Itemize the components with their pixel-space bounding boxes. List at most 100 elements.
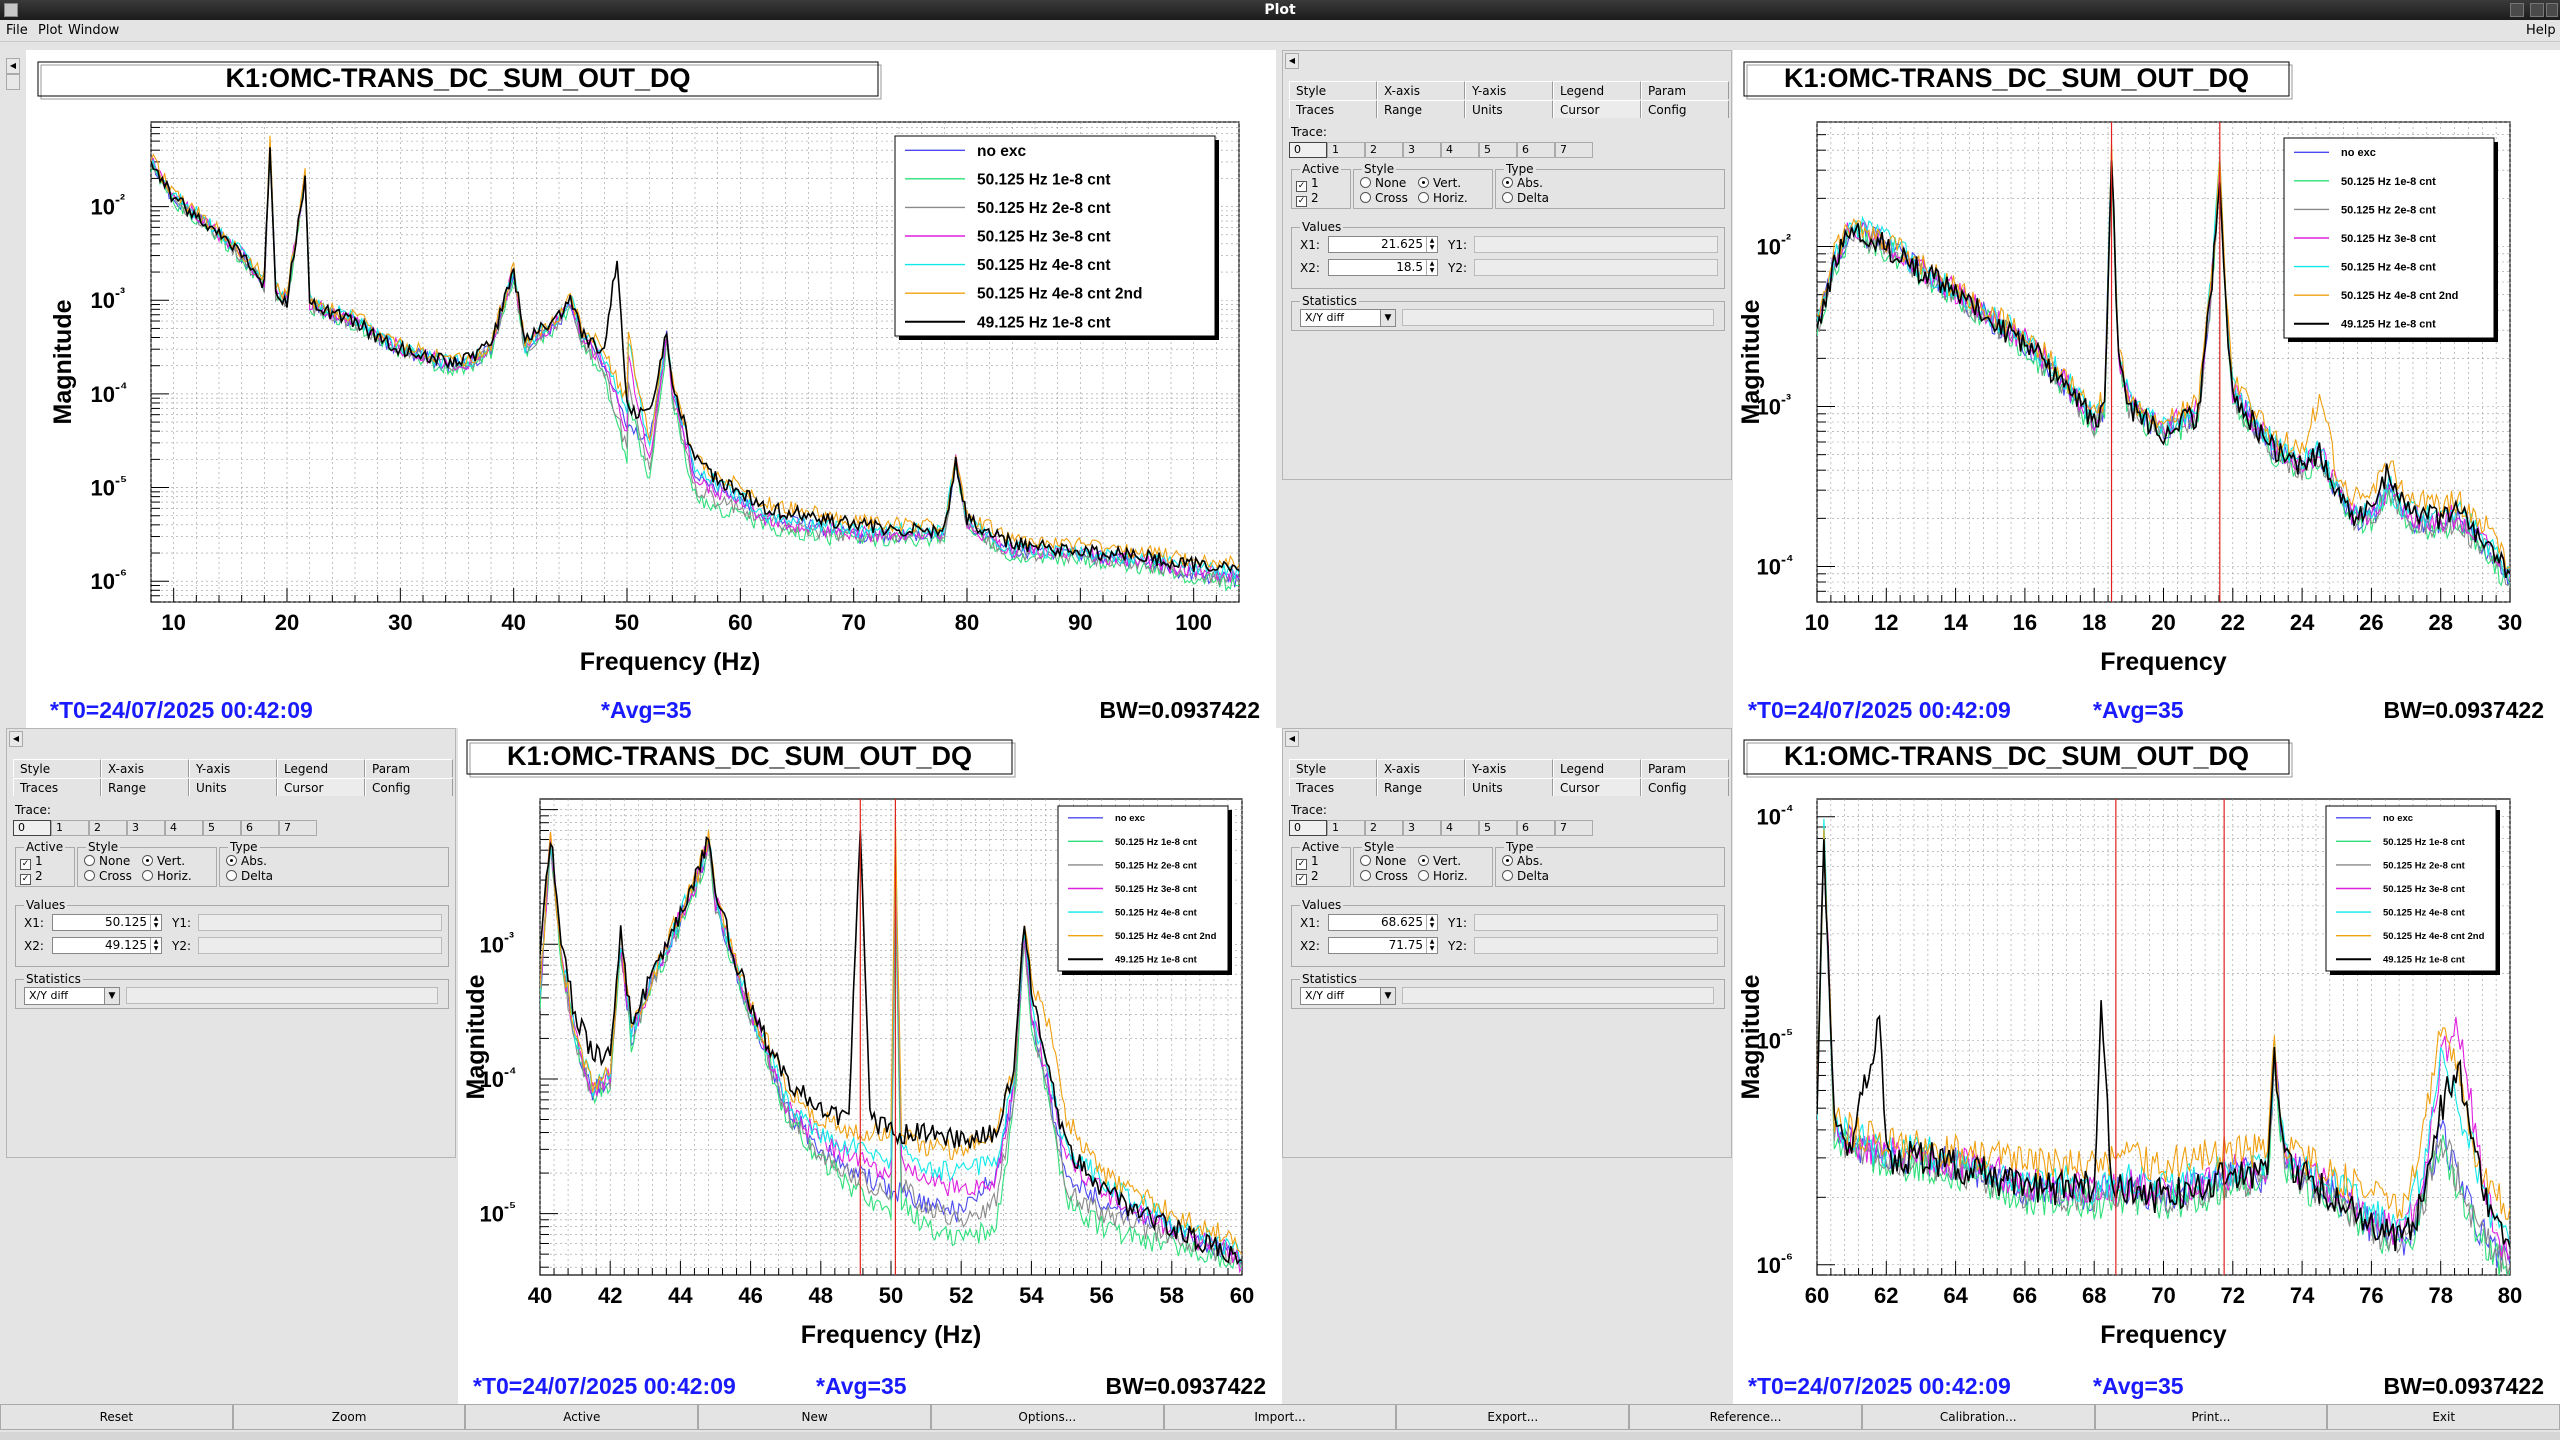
x1-spinner[interactable]: ▲ ▼ [1426,237,1437,252]
style-horiz-radio[interactable]: Horiz. [142,869,192,883]
trace-tab-2[interactable]: 2 [1365,820,1403,836]
active-1-checkbox[interactable]: ✓ 1 [1296,176,1319,192]
trace-tab-1[interactable]: 1 [51,820,89,836]
trace-tab-7[interactable]: 7 [279,820,317,836]
style-vert-radio[interactable]: Vert. [142,854,185,868]
chart-panel-2[interactable]: K1:OMC-TRANS_DC_SUM_OUT_DQ 40 42 44 46 48 50 52… [458,728,1282,1404]
trace-tab-4[interactable]: 4 [1441,820,1479,836]
trace-tab-6[interactable]: 6 [1517,142,1555,158]
tab-range[interactable]: Range [1377,778,1465,796]
maximize-icon[interactable] [2530,3,2544,17]
panel-collapse-button[interactable]: ◀ [1285,731,1299,747]
style-cross-radio[interactable]: Cross [1360,191,1408,205]
toolbar-button-import[interactable]: Import... [1163,1404,1397,1430]
trace-tab-2[interactable]: 2 [89,820,127,836]
toolbar-button-options[interactable]: Options... [930,1404,1164,1430]
menu-help[interactable]: Help [2526,23,2556,38]
x1-spinner[interactable]: ▲ ▼ [1426,915,1437,930]
trace-tab-5[interactable]: 5 [203,820,241,836]
toolbar-button-new[interactable]: New [698,1404,931,1430]
toolbar-button-reset[interactable]: Reset [0,1404,233,1430]
x1-spinner[interactable]: ▲ ▼ [150,915,161,930]
statistics-select[interactable]: X/Y diff ▼ [1300,987,1396,1005]
active-1-checkbox[interactable]: ✓ 1 [20,854,43,870]
toolbar-button-export[interactable]: Export... [1396,1404,1630,1430]
tab-yaxis[interactable]: Y-axis [189,759,277,777]
chart-panel-1[interactable]: K1:OMC-TRANS_DC_SUM_OUT_DQ 10 12 14 16 18 20 22… [1733,50,2560,728]
x2-spinner[interactable]: ▲ ▼ [1426,938,1437,953]
type-delta-radio[interactable]: Delta [1502,869,1549,883]
trace-tab-0[interactable]: 0 [13,820,51,836]
tab-cursor[interactable]: Cursor [277,778,365,796]
tab-xaxis[interactable]: X-axis [101,759,189,777]
x2-field[interactable]: 71.75 ▲ ▼ [1328,937,1438,954]
minimize-icon[interactable] [2510,3,2524,17]
style-horiz-radio[interactable]: Horiz. [1418,191,1468,205]
panel-collapse-button[interactable]: ◀ [1285,53,1299,69]
trace-tab-3[interactable]: 3 [1403,142,1441,158]
style-cross-radio[interactable]: Cross [1360,869,1408,883]
tab-legend[interactable]: Legend [277,759,365,777]
toolbar-button-calibration[interactable]: Calibration... [1861,1404,2095,1430]
x1-field[interactable]: 50.125 ▲ ▼ [52,914,162,931]
active-1-checkbox[interactable]: ✓ 1 [1296,854,1319,870]
style-none-radio[interactable]: None [1360,176,1406,190]
trace-tab-5[interactable]: 5 [1479,142,1517,158]
type-abs-radio[interactable]: Abs. [226,854,267,868]
tab-xaxis[interactable]: X-axis [1377,759,1465,777]
tab-param[interactable]: Param [1641,81,1729,99]
type-abs-radio[interactable]: Abs. [1502,854,1543,868]
style-horiz-radio[interactable]: Horiz. [1418,869,1468,883]
style-cross-radio[interactable]: Cross [84,869,132,883]
tab-traces[interactable]: Traces [13,778,101,796]
trace-tab-7[interactable]: 7 [1555,142,1593,158]
tab-config[interactable]: Config [1641,100,1729,118]
tab-traces[interactable]: Traces [1289,100,1377,118]
toolbar-button-exit[interactable]: Exit [2327,1404,2560,1430]
type-abs-radio[interactable]: Abs. [1502,176,1543,190]
trace-tab-3[interactable]: 3 [127,820,165,836]
x2-spinner[interactable]: ▲ ▼ [150,938,161,953]
trace-tab-7[interactable]: 7 [1555,820,1593,836]
panel-collapse-button[interactable]: ◀ [9,731,23,747]
x1-field[interactable]: 68.625 ▲ ▼ [1328,914,1438,931]
toolbar-button-active[interactable]: Active [465,1404,699,1430]
tab-range[interactable]: Range [1377,100,1465,118]
trace-tab-0[interactable]: 0 [1289,142,1327,158]
statistics-select[interactable]: X/Y diff ▼ [1300,309,1396,327]
active-2-checkbox[interactable]: ✓ 2 [1296,191,1319,207]
tab-config[interactable]: Config [365,778,453,796]
trace-tab-6[interactable]: 6 [1517,820,1555,836]
x2-spinner[interactable]: ▲ ▼ [1426,260,1437,275]
active-2-checkbox[interactable]: ✓ 2 [1296,869,1319,885]
trace-tab-0[interactable]: 0 [1289,820,1327,836]
tab-units[interactable]: Units [189,778,277,796]
style-vert-radio[interactable]: Vert. [1418,854,1461,868]
tab-xaxis[interactable]: X-axis [1377,81,1465,99]
panel-0-expand-button[interactable] [6,74,20,90]
tab-config[interactable]: Config [1641,778,1729,796]
trace-tab-4[interactable]: 4 [165,820,203,836]
menu-window[interactable]: Window [68,23,120,38]
statistics-select[interactable]: X/Y diff ▼ [24,987,120,1005]
x1-field[interactable]: 21.625 ▲ ▼ [1328,236,1438,253]
tab-cursor[interactable]: Cursor [1553,100,1641,118]
menu-file[interactable]: File [6,23,28,38]
type-delta-radio[interactable]: Delta [1502,191,1549,205]
type-delta-radio[interactable]: Delta [226,869,273,883]
x2-field[interactable]: 18.5 ▲ ▼ [1328,259,1438,276]
tab-param[interactable]: Param [1641,759,1729,777]
style-none-radio[interactable]: None [84,854,130,868]
tab-traces[interactable]: Traces [1289,778,1377,796]
chart-panel-3[interactable]: K1:OMC-TRANS_DC_SUM_OUT_DQ 60 62 64 66 68 70 72… [1733,728,2560,1404]
tab-units[interactable]: Units [1465,100,1553,118]
menu-plot[interactable]: Plot [38,23,63,38]
tab-yaxis[interactable]: Y-axis [1465,759,1553,777]
style-none-radio[interactable]: None [1360,854,1406,868]
close-icon[interactable] [2546,3,2558,17]
tab-legend[interactable]: Legend [1553,759,1641,777]
trace-tab-3[interactable]: 3 [1403,820,1441,836]
toolbar-button-reference[interactable]: Reference... [1629,1404,1862,1430]
tab-param[interactable]: Param [365,759,453,777]
tab-style[interactable]: Style [1289,759,1377,777]
